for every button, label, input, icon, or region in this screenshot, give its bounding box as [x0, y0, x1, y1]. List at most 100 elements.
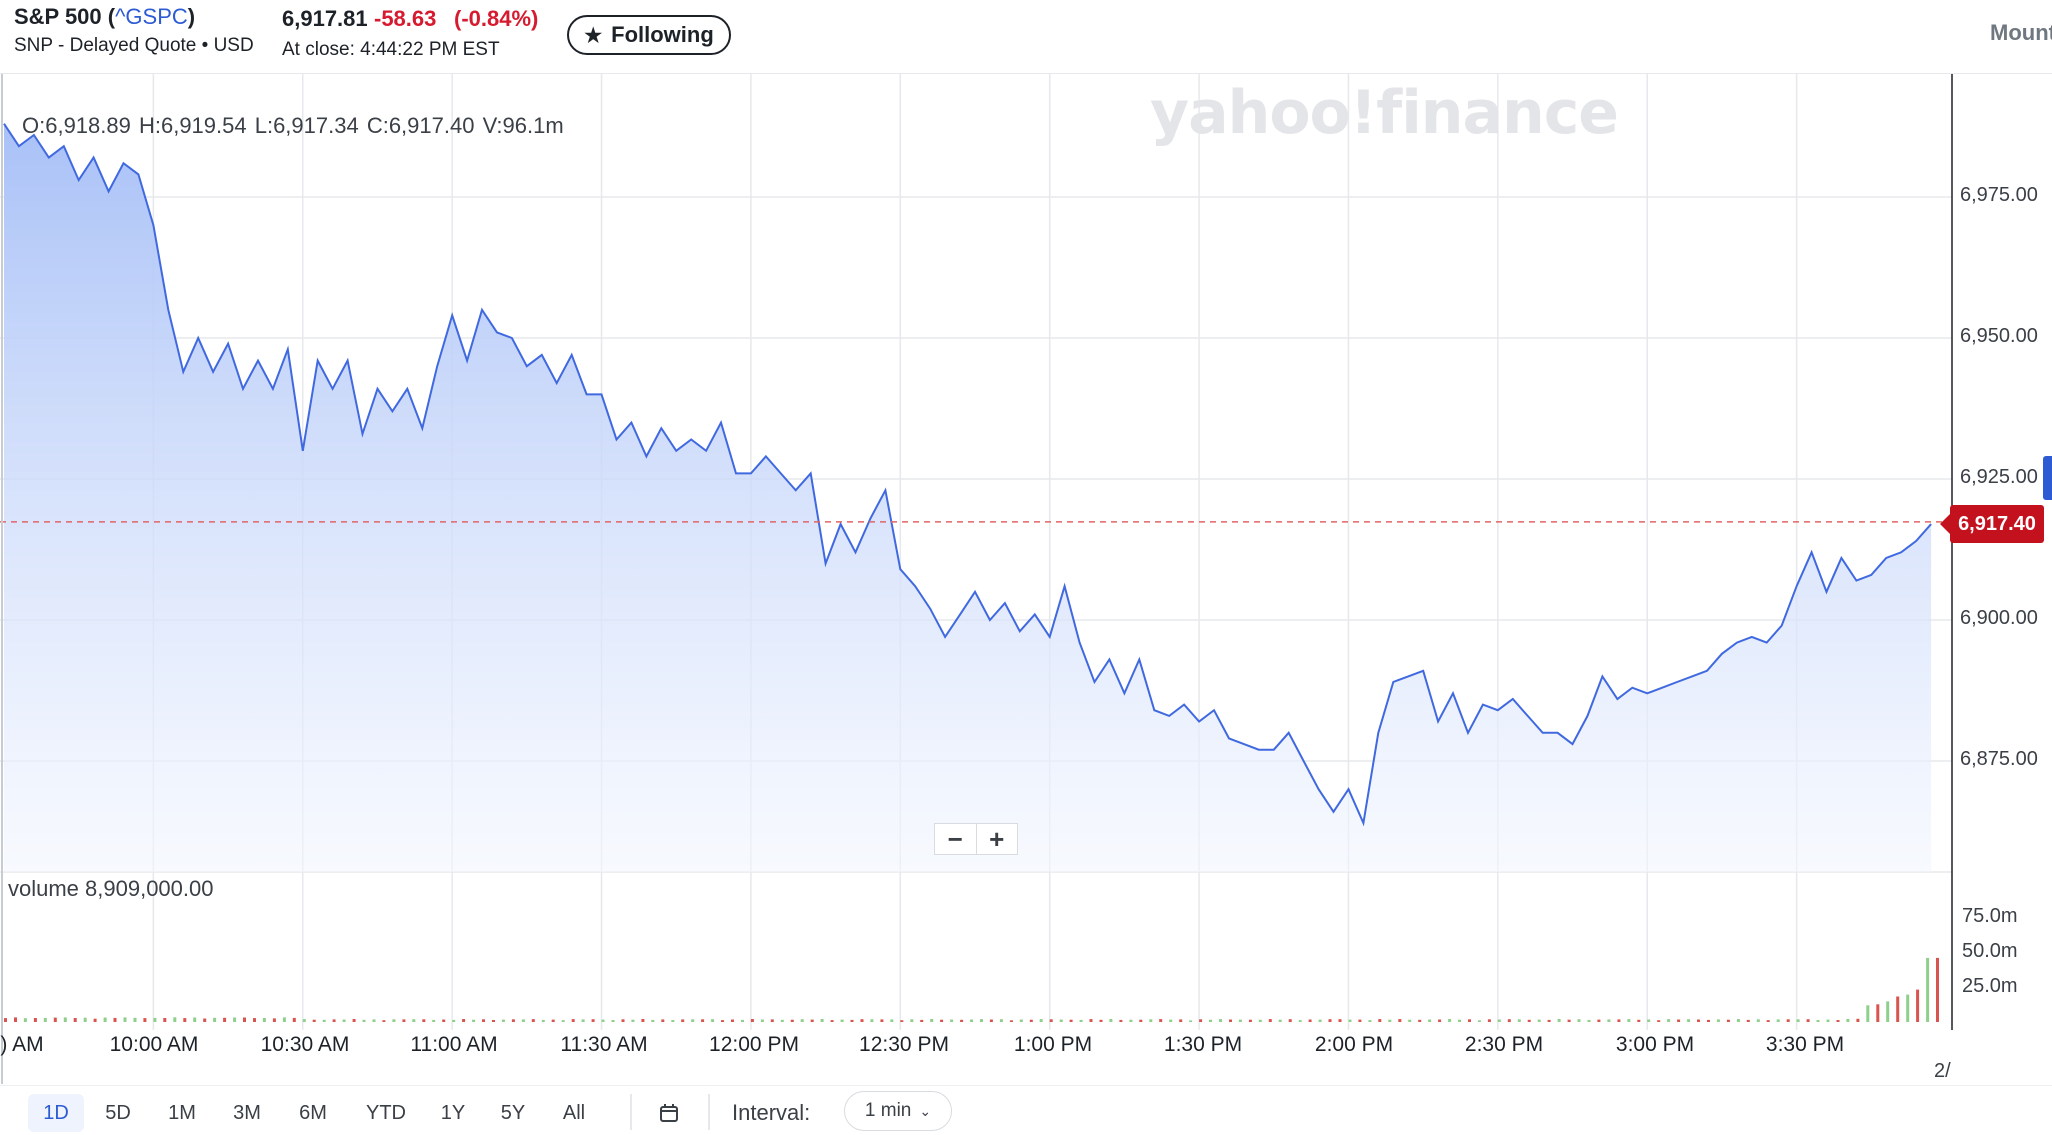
- volume-bar: [1069, 1019, 1073, 1022]
- volume-bar: [1099, 1019, 1103, 1022]
- volume-bar: [492, 1020, 495, 1022]
- volume-bar: [1637, 1019, 1641, 1022]
- volume-bar: [412, 1019, 416, 1022]
- range-tab-6m[interactable]: 6M: [299, 1101, 327, 1124]
- x-tick-label: 11:00 AM: [410, 1033, 498, 1056]
- interval-select[interactable]: 1 min ⌄: [844, 1091, 952, 1131]
- volume-bar: [93, 1018, 97, 1022]
- volume-bar: [432, 1019, 436, 1022]
- current-price-badge: 6,917.40: [1940, 505, 2044, 543]
- symbol-link[interactable]: ^GSPC: [115, 4, 188, 29]
- volume-bar: [1677, 1019, 1681, 1022]
- volume-bar: [53, 1017, 57, 1022]
- volume-bar: [780, 1019, 784, 1022]
- volume-bar: [1129, 1019, 1133, 1022]
- volume-bar: [1687, 1019, 1691, 1022]
- quote-title: S&P 500 (^GSPC): [14, 4, 196, 29]
- volume-bar: [989, 1019, 993, 1022]
- range-tab-3m[interactable]: 3M: [233, 1101, 261, 1124]
- volume-bar: [1248, 1019, 1252, 1022]
- volume-bar: [860, 1019, 864, 1022]
- following-button[interactable]: ★ Following: [567, 15, 731, 55]
- price-tick-label: 6,875.00: [1960, 748, 2038, 770]
- volume-bar: [1926, 957, 1930, 1022]
- range-tab-1d[interactable]: 1D: [28, 1094, 84, 1132]
- range-tab-all[interactable]: All: [562, 1101, 586, 1124]
- range-tab-1y[interactable]: 1Y: [440, 1101, 466, 1124]
- volume-bar: [1627, 1019, 1631, 1022]
- volume-bar: [1477, 1020, 1481, 1022]
- volume-bar: [233, 1017, 237, 1022]
- volume-bar: [970, 1019, 973, 1022]
- volume-bar: [1916, 989, 1920, 1022]
- volume-bar: [1169, 1019, 1173, 1022]
- zoom-controls: − +: [934, 823, 1018, 855]
- volume-bar: [750, 1019, 754, 1022]
- volume-bar: [601, 1019, 605, 1022]
- volume-bar: [1219, 1019, 1222, 1022]
- volume-bar: [133, 1017, 137, 1022]
- volume-tick-label: 50.0m: [1962, 940, 2018, 962]
- volume-bar: [651, 1019, 655, 1022]
- side-panel-tab[interactable]: [2043, 456, 2052, 500]
- yahoo-finance-watermark: yahoo!finance: [1150, 78, 1619, 148]
- volume-bar: [462, 1019, 466, 1022]
- x-tick-label: 1:30 PM: [1163, 1033, 1243, 1056]
- volume-bar: [1229, 1019, 1232, 1022]
- volume-bar: [561, 1020, 565, 1022]
- volume-bar: [950, 1019, 954, 1022]
- volume-bar: [1597, 1019, 1601, 1022]
- zoom-in-button[interactable]: +: [989, 823, 1005, 854]
- volume-bar: [1886, 1001, 1890, 1022]
- volume-bar: [153, 1017, 157, 1022]
- volume-bar: [1089, 1019, 1093, 1022]
- range-tab-5d[interactable]: 5D: [105, 1101, 131, 1124]
- range-tab-1m[interactable]: 1M: [168, 1101, 196, 1124]
- volume-bar: [1109, 1019, 1113, 1022]
- x-tick-label: 1:00 PM: [1013, 1033, 1093, 1056]
- calendar-icon[interactable]: [650, 1094, 688, 1132]
- volume-bar: [691, 1019, 695, 1022]
- volume-bar: [292, 1017, 296, 1022]
- volume-bar: [870, 1019, 874, 1022]
- volume-bar: [193, 1017, 197, 1022]
- volume-bar: [452, 1019, 456, 1022]
- x-tick-label: 12:30 PM: [859, 1033, 949, 1056]
- volume-bar: [1288, 1019, 1292, 1022]
- volume-bar: [1746, 1019, 1750, 1022]
- range-tab-5y[interactable]: 5Y: [500, 1101, 526, 1124]
- volume-bar: [1009, 1020, 1013, 1022]
- zoom-out-button[interactable]: −: [935, 824, 977, 854]
- volume-bar: [1776, 1019, 1780, 1022]
- volume-bar: [372, 1019, 376, 1022]
- volume-bar: [1418, 1019, 1422, 1022]
- price-chart[interactable]: [0, 74, 2052, 1084]
- quote-subtitle: SNP - Delayed Quote • USD: [14, 35, 254, 56]
- volume-bars: [4, 957, 1939, 1022]
- volume-bar: [1368, 1020, 1372, 1022]
- volume-bar: [641, 1019, 645, 1022]
- volume-bar: [1577, 1019, 1581, 1022]
- volume-bar: [1697, 1019, 1700, 1022]
- volume-bar: [83, 1017, 87, 1022]
- range-tab-ytd[interactable]: YTD: [366, 1101, 406, 1124]
- volume-bar: [1039, 1019, 1043, 1022]
- volume-bar: [711, 1019, 715, 1022]
- volume-bar: [930, 1019, 934, 1022]
- volume-bar: [4, 1018, 7, 1022]
- volume-bar: [621, 1019, 625, 1022]
- volume-bar: [1726, 1019, 1730, 1022]
- volume-bar: [800, 1019, 804, 1022]
- volume-bar: [1358, 1019, 1362, 1022]
- volume-bar: [591, 1019, 595, 1022]
- volume-bar: [671, 1020, 675, 1022]
- interval-label: Interval:: [732, 1100, 811, 1125]
- volume-bar: [1557, 1019, 1561, 1022]
- volume-bar: [1238, 1019, 1242, 1022]
- volume-bar: [721, 1020, 724, 1022]
- price-line: [3, 123, 1932, 827]
- volume-bar: [302, 1019, 306, 1022]
- volume-bar: [183, 1018, 187, 1022]
- x-tick-label: 10:00 AM: [109, 1033, 199, 1056]
- x-tick-label: 2:00 PM: [1314, 1033, 1394, 1056]
